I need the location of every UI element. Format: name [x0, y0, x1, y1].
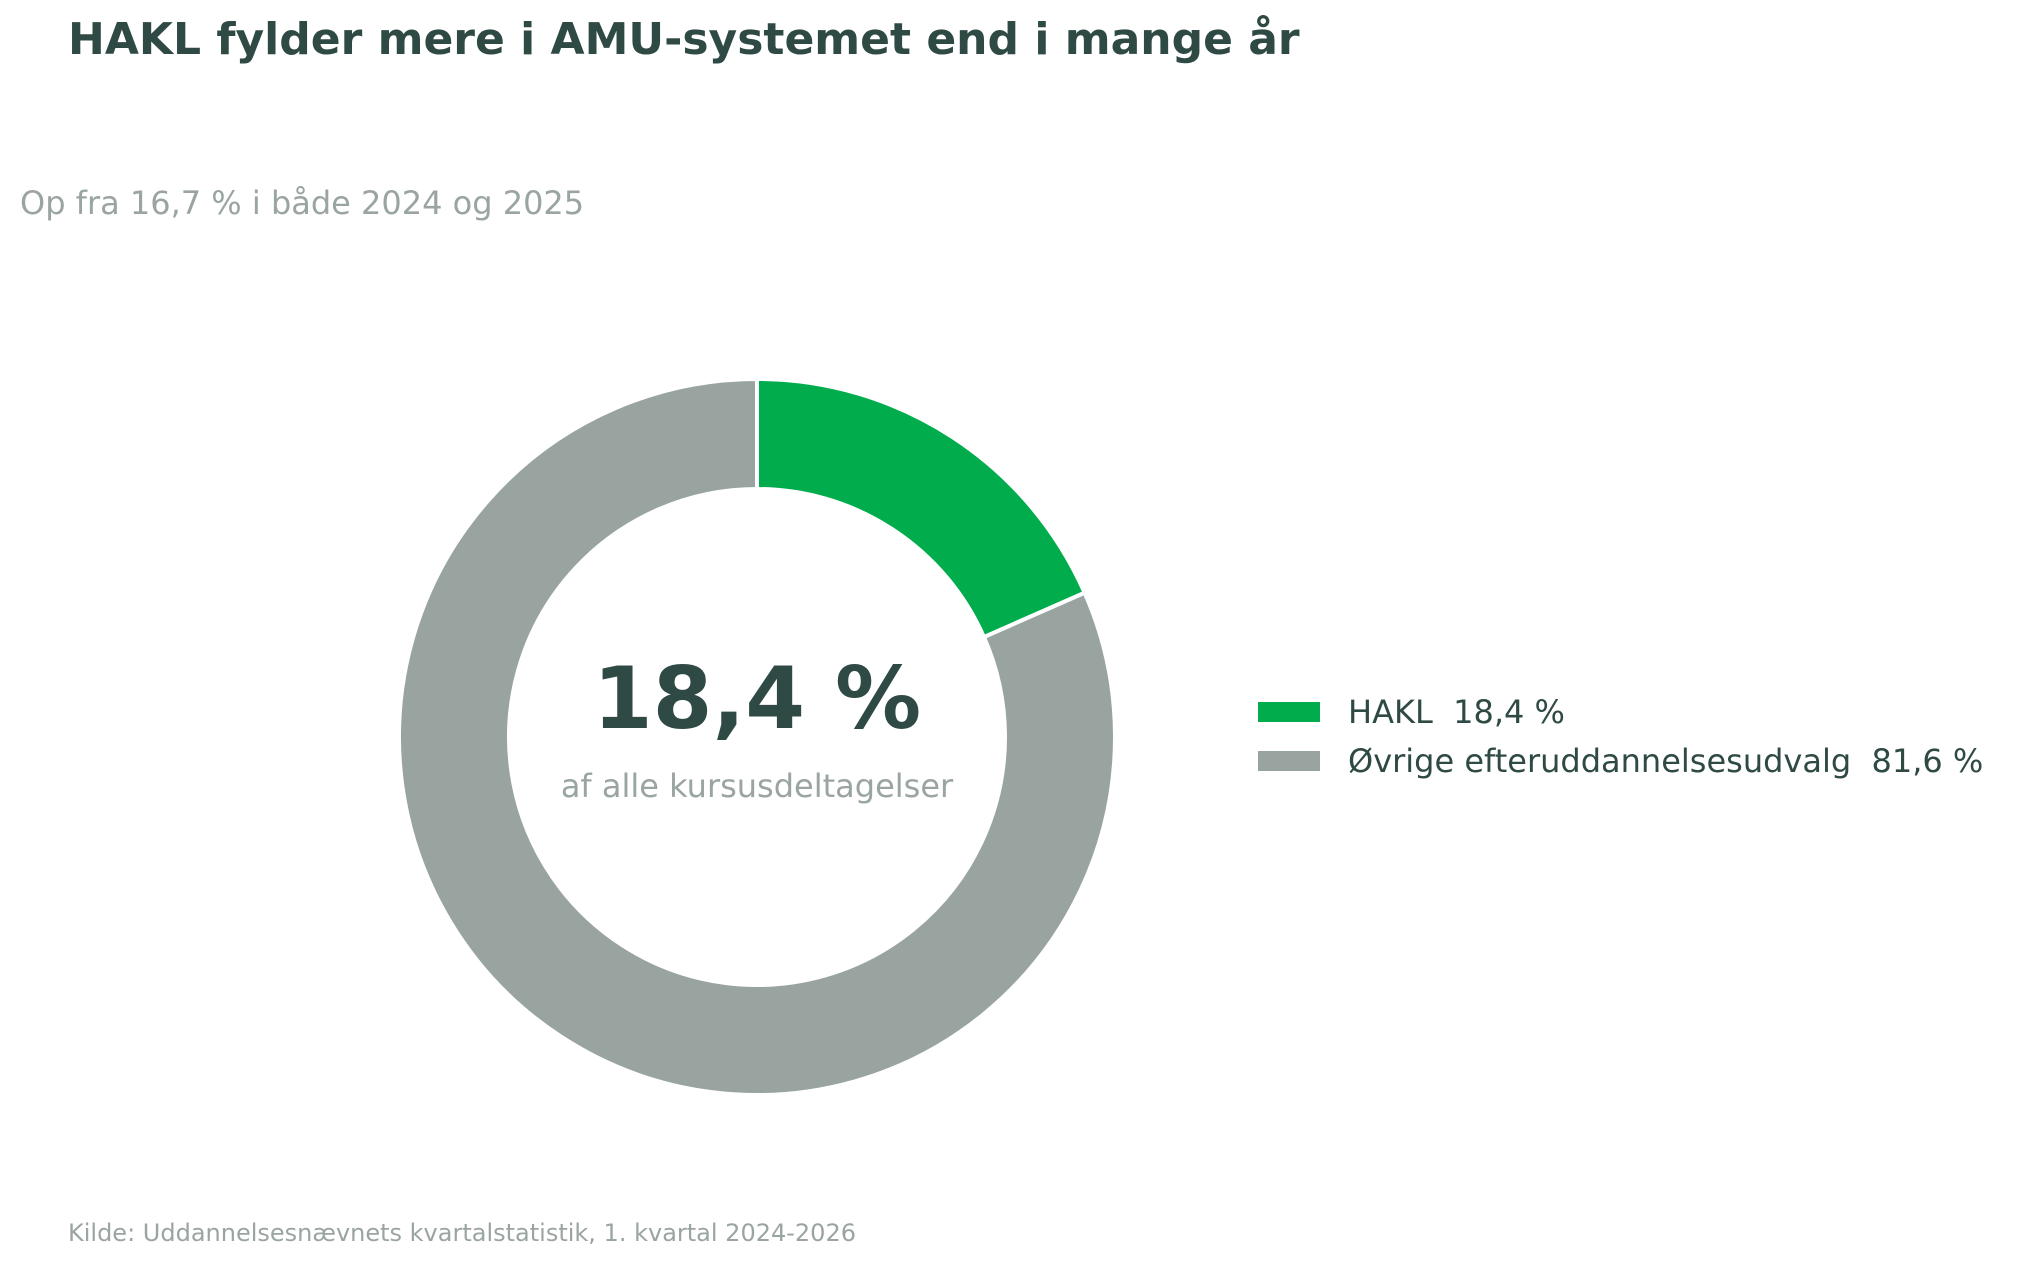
donut-slice-hakl: [755, 376, 1088, 640]
center-caption: af alle kursusdeltagelser: [561, 767, 954, 805]
legend-label-hakl: HAKL 18,4 %: [1348, 693, 1565, 731]
chart-subtitle: Op fra 16,7 % i både 2024 og 2025: [20, 184, 585, 222]
donut-slices: [397, 376, 1117, 1097]
legend-label-oevrige: Øvrige efteruddannelsesudvalg 81,6 %: [1348, 742, 1983, 780]
legend-swatch-oevrige: [1258, 751, 1320, 771]
legend: HAKL 18,4 % Øvrige efteruddannelsesudvalg…: [1258, 693, 1983, 780]
donut-slice-oevrige: [397, 376, 1117, 1097]
source-note: Kilde: Uddannelsesnævnets kvartalstatist…: [68, 1219, 856, 1247]
center-value: 18,4 %: [593, 649, 921, 749]
legend-swatch-hakl: [1258, 702, 1320, 722]
chart-title: HAKL fylder mere i AMU-systemet end i ma…: [68, 14, 1300, 65]
